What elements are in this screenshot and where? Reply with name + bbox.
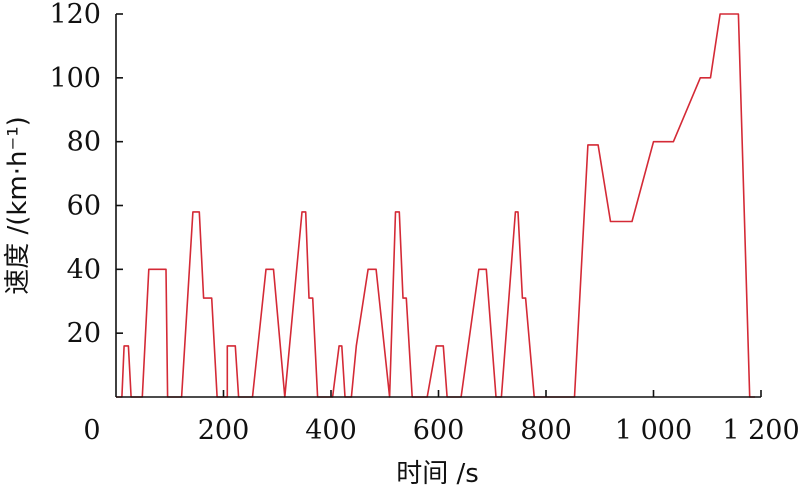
- axis-ticks: [116, 13, 762, 397]
- tick-labels: 0 200 400 600 800 1 000 1 200 20 40 60 80 100 120: [49, 0, 799, 446]
- x-axis-title: 时间 /s: [396, 459, 479, 489]
- y-tick-label: 40: [67, 254, 101, 285]
- x-tick-label: 0: [83, 415, 100, 446]
- plot-area: [116, 13, 756, 398]
- x-tick-label: 1 000: [615, 415, 692, 446]
- y-axis-title: 速度 /(km·h⁻¹): [3, 116, 33, 295]
- x-tick-label: 800: [520, 415, 572, 446]
- x-tick-label: 1 200: [722, 415, 799, 446]
- x-tick-label: 200: [198, 415, 250, 446]
- x-tick-label: 600: [413, 415, 465, 446]
- y-tick-label: 60: [67, 191, 101, 222]
- x-tick-label: 400: [305, 415, 357, 446]
- y-tick-label: 80: [67, 127, 101, 158]
- y-tick-label: 120: [49, 0, 101, 30]
- y-tick-label: 100: [49, 63, 101, 94]
- speed-series-line: [116, 13, 756, 398]
- y-tick-label: 20: [67, 318, 101, 349]
